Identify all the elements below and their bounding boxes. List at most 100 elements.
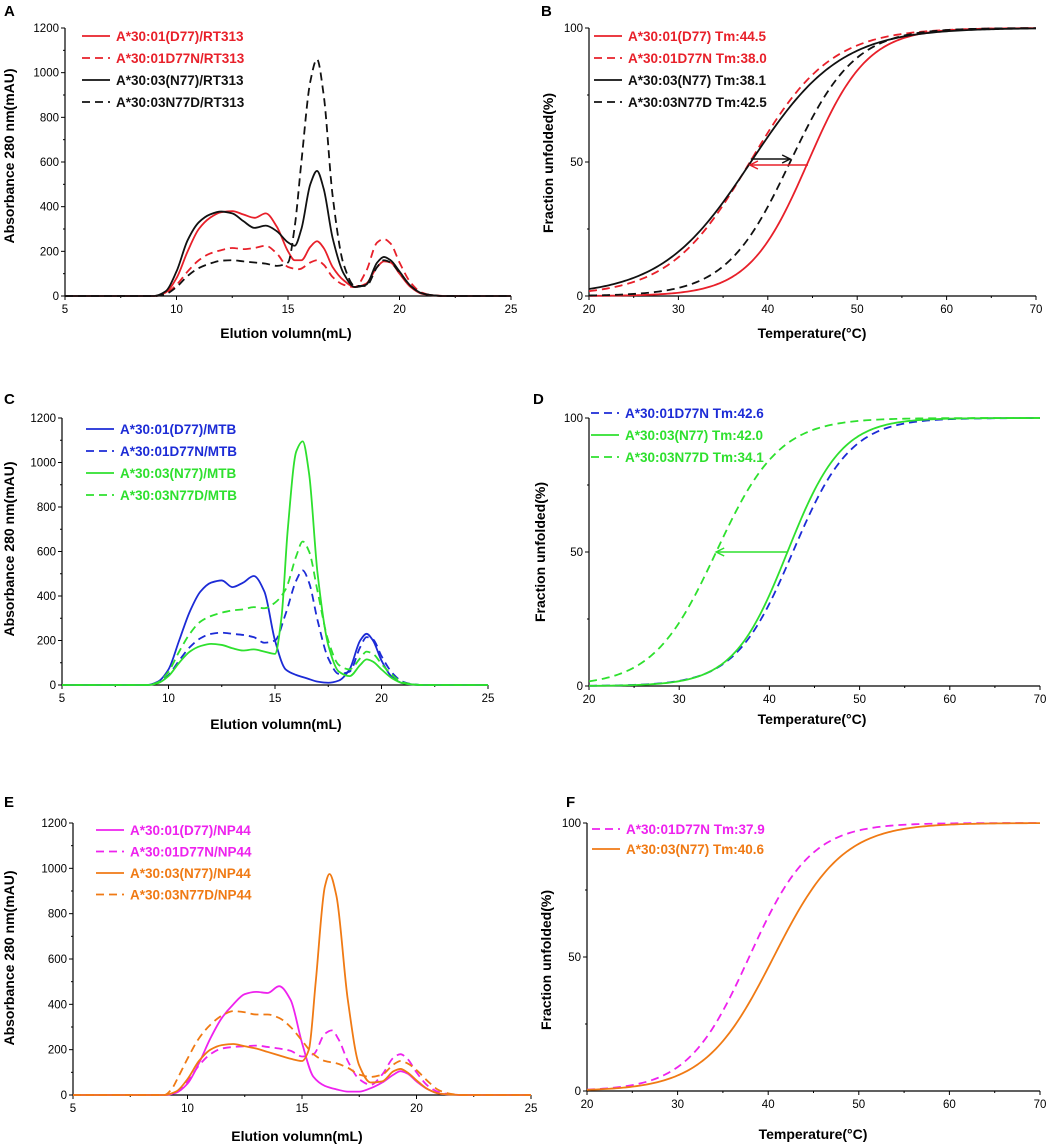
x-tick-label: 40 xyxy=(762,1099,775,1111)
y-axis-title: Fraction unfolded(%) xyxy=(532,482,548,622)
x-axis-title: Temperature(°C) xyxy=(759,1126,868,1142)
x-tick-label: 10 xyxy=(170,304,183,316)
y-tick-label: 600 xyxy=(40,157,59,169)
series-line xyxy=(72,985,531,1096)
x-tick-label: 20 xyxy=(410,1103,423,1115)
legend-label: A*30:03(N77)/MTB xyxy=(120,466,237,481)
series-line xyxy=(588,27,1037,293)
series-line xyxy=(61,540,488,686)
y-axis-title: Fraction unfolded(%) xyxy=(538,890,554,1030)
y-tick-label: 1000 xyxy=(33,68,59,80)
panel-c: C Absorbance 280 nm(mAU) Elution volumn(… xyxy=(1,391,494,732)
y-tick-label: 600 xyxy=(37,547,56,559)
legend-label: A*30:03N77D Tm:34.1 xyxy=(625,450,764,465)
y-tick-label: 0 xyxy=(577,681,583,693)
x-tick-label: 60 xyxy=(943,694,956,706)
series-line xyxy=(588,417,1040,683)
legend-label: A*30:01D77N/MTB xyxy=(120,444,237,459)
x-tick-label: 50 xyxy=(852,1099,865,1111)
y-tick-label: 1200 xyxy=(30,413,56,425)
panel-letter-c: C xyxy=(4,391,15,408)
y-tick-label: 1000 xyxy=(30,458,56,470)
panel-letter-f: F xyxy=(566,794,575,811)
y-tick-label: 800 xyxy=(48,909,67,921)
series-line xyxy=(61,569,488,686)
chart-d: 20 30 40 50 60 70 0 50 100 A*30:01D77N Tm:42.6 A*3… xyxy=(564,406,1047,706)
x-tick-label: 10 xyxy=(162,693,175,705)
y-tick-label: 1000 xyxy=(41,863,67,875)
legend-label: A*30:01(D77)/RT313 xyxy=(116,29,244,44)
x-tick-label: 5 xyxy=(59,693,65,705)
x-tick-label: 40 xyxy=(761,304,774,316)
y-tick-label: 600 xyxy=(48,954,67,966)
legend-label: A*30:03(N77) Tm:38.1 xyxy=(628,73,767,88)
series-line xyxy=(72,873,531,1096)
chart-f: 20 30 40 50 60 70 0 50 100 A*30:01D77N Tm:37.9 A*3… xyxy=(562,818,1047,1111)
panel-letter-b: B xyxy=(541,3,552,20)
legend-label: A*30:03(N77) Tm:40.6 xyxy=(626,842,765,857)
panel-letter-a: A xyxy=(4,3,15,20)
series-line xyxy=(586,822,1040,1091)
x-tick-label: 70 xyxy=(1030,304,1043,316)
panel-e: E Absorbance 280 nm(mAU) Elution volumn(… xyxy=(1,794,537,1144)
chart-a: 5 10 15 20 25 0 200 400 600 800 1000 1200 A*30:01(D7… xyxy=(33,23,517,316)
chart-e: 5 10 15 20 25 0 200 400 600 800 1000 1200 A*30:01(D7… xyxy=(41,818,537,1115)
x-tick-label: 60 xyxy=(943,1099,956,1111)
y-tick-label: 400 xyxy=(37,591,56,603)
series-line xyxy=(72,1029,531,1096)
y-tick-label: 1200 xyxy=(41,818,67,830)
panel-b: B Fraction unfolded(%) Temperature(°C) 2… xyxy=(540,3,1042,341)
y-tick-label: 0 xyxy=(575,1086,581,1098)
x-tick-label: 25 xyxy=(505,304,518,316)
legend-label: A*30:03N77D/RT313 xyxy=(116,95,245,110)
y-tick-label: 100 xyxy=(564,413,583,425)
y-tick-label: 0 xyxy=(61,1090,67,1102)
x-tick-label: 10 xyxy=(181,1103,194,1115)
chart-b: 20 30 40 50 60 70 0 50 100 A*30:01(D77) Tm:44.5 A*… xyxy=(564,23,1043,316)
x-tick-label: 70 xyxy=(1034,1099,1047,1111)
y-tick-label: 1200 xyxy=(33,23,59,35)
y-tick-label: 50 xyxy=(570,547,583,559)
y-tick-label: 200 xyxy=(48,1045,67,1057)
legend-label: A*30:03N77D/MTB xyxy=(120,488,237,503)
legend-label: A*30:03(N77)/NP44 xyxy=(130,866,251,881)
shift-arrowhead xyxy=(781,154,792,164)
x-tick-label: 5 xyxy=(70,1103,76,1115)
x-tick-label: 15 xyxy=(269,693,282,705)
y-tick-label: 0 xyxy=(577,291,583,303)
x-axis-title: Temperature(°C) xyxy=(758,711,867,727)
x-axis-title: Elution volumn(mL) xyxy=(231,1128,362,1144)
y-tick-label: 100 xyxy=(562,818,581,830)
panel-a: A Absorbance 280 nm(mAU) Elution volumn(… xyxy=(1,3,517,341)
legend-label: A*30:01(D77)/NP44 xyxy=(130,823,251,838)
x-tick-label: 40 xyxy=(763,694,776,706)
panel-letter-d: D xyxy=(533,391,544,408)
y-tick-label: 800 xyxy=(40,112,59,124)
y-axis-title: Absorbance 280 nm(mAU) xyxy=(1,68,17,243)
x-tick-label: 30 xyxy=(673,694,686,706)
panel-f: F Fraction unfolded(%) Temperature(°C) 2… xyxy=(538,794,1046,1142)
series-line xyxy=(72,1010,531,1096)
y-tick-label: 100 xyxy=(564,23,583,35)
panel-d: D Fraction unfolded(%) Temperature(°C) 2… xyxy=(532,391,1046,727)
series-line xyxy=(65,210,511,297)
legend-label: A*30:01(D77) Tm:44.5 xyxy=(628,29,767,44)
x-tick-label: 15 xyxy=(296,1103,309,1115)
legend-label: A*30:03(N77) Tm:42.0 xyxy=(625,428,763,443)
series-line xyxy=(65,170,511,297)
legend-label: A*30:01D77N Tm:38.0 xyxy=(628,51,767,66)
y-tick-label: 200 xyxy=(37,636,56,648)
legend-label: A*30:03N77D Tm:42.5 xyxy=(628,95,767,110)
series-line xyxy=(588,27,1037,297)
y-tick-label: 200 xyxy=(40,246,59,258)
x-axis-title: Temperature(°C) xyxy=(758,325,867,341)
series-line xyxy=(65,238,511,297)
series-line xyxy=(586,822,1040,1091)
x-tick-label: 30 xyxy=(672,304,685,316)
x-tick-label: 25 xyxy=(525,1103,538,1115)
legend-label: A*30:01D77N Tm:37.9 xyxy=(626,822,765,837)
series-line xyxy=(61,575,488,686)
x-tick-label: 20 xyxy=(393,304,406,316)
chart-c: 5 10 15 20 25 0 200 400 600 800 1000 1200 A*30:01(D7… xyxy=(30,413,494,705)
